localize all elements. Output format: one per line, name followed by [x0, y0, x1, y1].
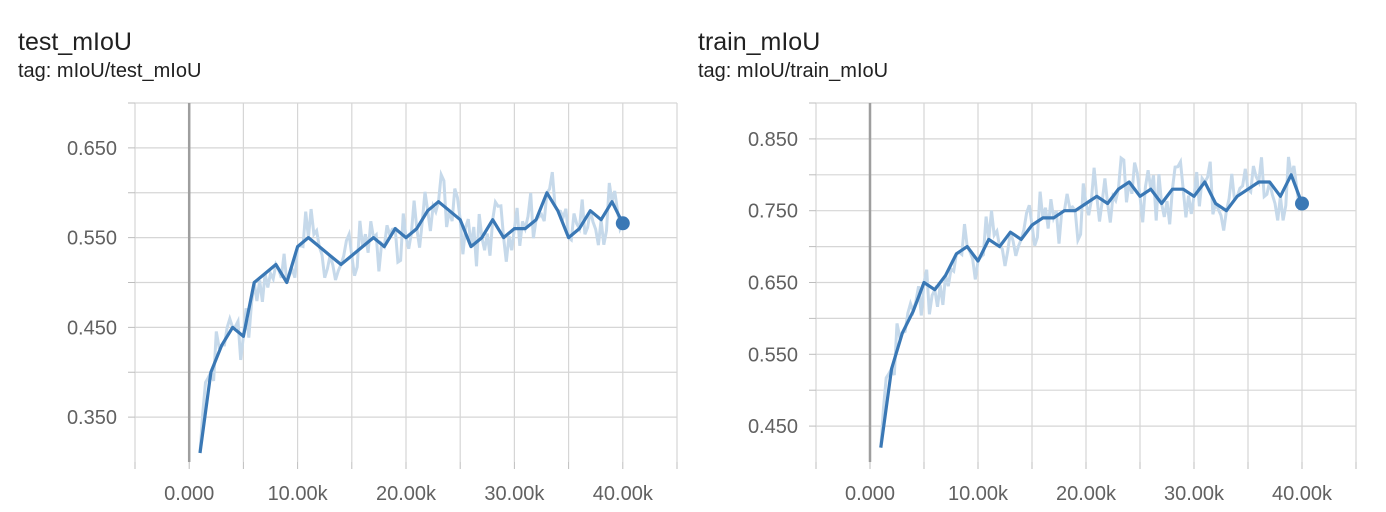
y-tick-label: 0.450 — [67, 317, 117, 339]
grid — [128, 102, 678, 469]
chart-subtitle: tag: mIoU/test_mIoU — [18, 60, 202, 82]
train-miou-panel: train_mIoU tag: mIoU/train_mIoU 0.450 0.5… — [693, 0, 1386, 512]
y-tick-label: 0.450 — [748, 416, 798, 438]
grid — [809, 102, 1357, 469]
chart-subtitle: tag: mIoU/train_mIoU — [698, 60, 889, 82]
y-tick-label: 0.750 — [748, 201, 798, 223]
x-tick-label: 10.00k — [948, 483, 1009, 505]
x-tick-label: 40.00k — [593, 483, 654, 505]
x-tick-label: 40.00k — [1272, 483, 1333, 505]
x-tick-label: 0.000 — [845, 483, 895, 505]
x-tick-label: 0.000 — [164, 483, 214, 505]
y-tick-label: 0.550 — [748, 344, 798, 366]
train-miou-plot[interactable]: 0.450 0.550 0.650 0.750 0.850 0.000 10.00k 20.0… — [693, 0, 1386, 512]
y-tick-label: 0.350 — [67, 407, 117, 429]
y-tick-label: 0.650 — [748, 273, 798, 295]
chart-title: test_mIoU — [18, 28, 132, 56]
test-miou-plot[interactable]: 0.350 0.450 0.550 0.650 0.000 10.00k 20.00k 30.… — [0, 0, 693, 512]
smoothed-series-line — [198, 191, 625, 454]
smoothed-series-line — [879, 173, 1304, 448]
x-tick-label: 20.00k — [1056, 483, 1117, 505]
x-tick-label: 30.00k — [1164, 483, 1225, 505]
series-end-point[interactable] — [615, 216, 630, 231]
x-tick-label: 10.00k — [268, 483, 329, 505]
series-end-point[interactable] — [1295, 196, 1309, 211]
test-miou-panel: test_mIoU tag: mIoU/test_mIoU 0.350 0.450… — [0, 0, 693, 512]
x-tick-label: 30.00k — [484, 483, 545, 505]
x-tick-label: 20.00k — [376, 483, 437, 505]
y-tick-label: 0.550 — [67, 228, 117, 250]
y-tick-label: 0.650 — [67, 138, 117, 160]
y-tick-label: 0.850 — [748, 129, 798, 151]
chart-title: train_mIoU — [698, 28, 821, 56]
